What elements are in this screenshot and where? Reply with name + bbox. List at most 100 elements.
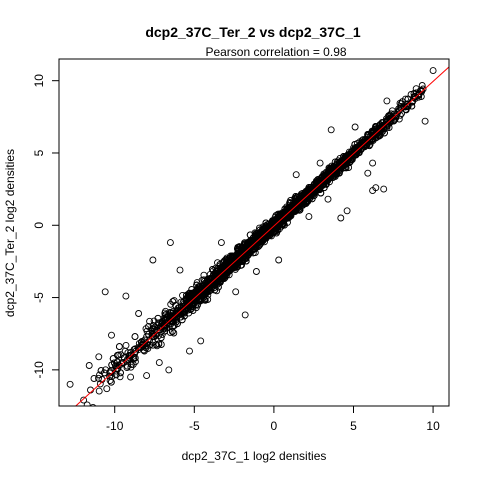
- fit-line: [74, 66, 449, 406]
- data-point: [316, 159, 324, 167]
- data-point: [112, 371, 120, 379]
- data-point: [297, 198, 305, 206]
- x-tick-label: 0: [271, 419, 278, 433]
- y-tick-label: 10: [32, 74, 46, 88]
- data-point: [146, 317, 154, 325]
- data-point: [103, 385, 111, 393]
- data-point: [162, 319, 170, 327]
- data-point: [80, 396, 88, 404]
- data-point: [83, 401, 91, 406]
- data-point: [95, 387, 103, 395]
- data-point: [214, 272, 222, 280]
- data-point: [317, 189, 325, 197]
- data-point: [89, 403, 97, 406]
- data-point: [169, 309, 177, 317]
- data-point: [373, 129, 381, 137]
- data-point: [237, 261, 245, 269]
- data-point: [354, 146, 362, 154]
- data-point: [412, 89, 420, 97]
- data-point: [364, 169, 372, 177]
- data-point: [97, 367, 105, 375]
- data-point: [206, 270, 214, 278]
- data-point: [90, 375, 98, 382]
- data-point: [151, 325, 158, 333]
- data-point: [135, 346, 143, 354]
- data-point: [157, 334, 165, 342]
- x-tick-label: -5: [189, 419, 200, 433]
- data-point: [176, 266, 184, 274]
- data-point: [169, 298, 177, 306]
- x-axis: -10 -5 0 5 10: [106, 405, 440, 433]
- data-point: [234, 245, 241, 253]
- data-point: [307, 190, 314, 197]
- data-point: [135, 310, 143, 317]
- data-point: [372, 184, 380, 192]
- data-point: [280, 221, 288, 229]
- data-point: [421, 117, 429, 125]
- x-tick-label: 5: [350, 419, 357, 433]
- data-point: [381, 129, 388, 137]
- data-point: [131, 333, 139, 341]
- data-point: [96, 371, 103, 379]
- data-point: [212, 270, 220, 278]
- data-point: [228, 252, 236, 260]
- data-point: [408, 102, 416, 110]
- x-axis-title: dcp2_37C_1 log2 densities: [182, 449, 327, 463]
- data-point: [351, 141, 359, 148]
- y-tick-label: 5: [32, 149, 46, 156]
- data-point: [286, 199, 294, 207]
- data-point: [217, 239, 225, 247]
- data-point: [241, 311, 249, 319]
- data-point: [287, 207, 295, 215]
- data-point: [95, 374, 102, 382]
- data-point: [351, 123, 359, 131]
- data-point: [153, 342, 161, 350]
- data-point: [166, 308, 174, 316]
- data-point: [326, 172, 334, 180]
- data-point: [112, 362, 120, 370]
- chart-title: dcp2_37C_Ter_2 vs dcp2_37C_1: [145, 24, 361, 40]
- y-axis-title: dcp2_37C_Ter_2 log2 densities: [3, 149, 17, 317]
- data-point: [165, 366, 173, 374]
- data-point: [157, 341, 165, 348]
- data-point: [197, 337, 205, 345]
- data-point: [275, 256, 283, 264]
- data-point: [343, 207, 351, 215]
- data-point: [235, 255, 243, 262]
- data-point: [305, 213, 313, 221]
- data-point: [127, 363, 135, 371]
- data-point: [364, 137, 372, 145]
- data-point: [220, 257, 228, 265]
- y-axis: -10 -5 0 5 10: [32, 74, 60, 379]
- data-point: [186, 347, 193, 355]
- data-point: [143, 333, 151, 341]
- data-point: [149, 256, 157, 264]
- data-point: [114, 364, 122, 372]
- data-point: [170, 297, 178, 305]
- data-point: [227, 261, 235, 269]
- data-point: [324, 195, 332, 203]
- data-point: [85, 362, 93, 369]
- data-point: [155, 340, 163, 348]
- data-point: [131, 358, 139, 366]
- data-point: [172, 318, 180, 326]
- y-tick-label: -10: [32, 361, 46, 379]
- data-point: [345, 155, 353, 163]
- data-point: [109, 355, 117, 363]
- data-point: [114, 351, 121, 359]
- data-point: [335, 163, 343, 171]
- data-point: [429, 67, 437, 75]
- data-point: [143, 372, 151, 380]
- data-point: [101, 288, 109, 296]
- fit-line-group: [74, 66, 449, 406]
- data-point: [259, 233, 267, 241]
- data-point: [193, 281, 201, 289]
- data-point: [66, 380, 74, 388]
- data-point: [150, 332, 158, 340]
- data-point: [107, 378, 115, 386]
- chart-subtitle: Pearson correlation = 0.98: [205, 45, 346, 59]
- data-point: [246, 244, 254, 252]
- data-point: [411, 94, 419, 102]
- data-point: [122, 292, 130, 300]
